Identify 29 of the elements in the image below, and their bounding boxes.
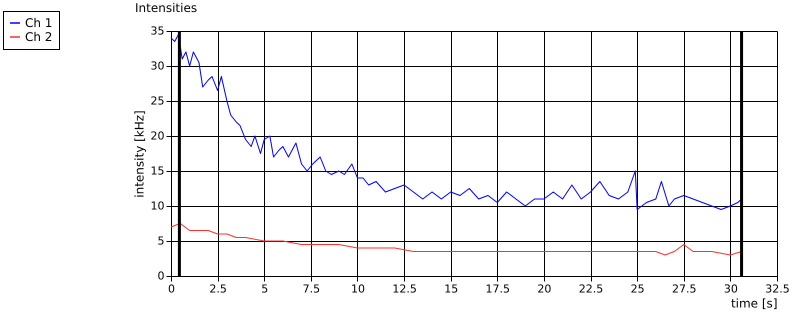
y-tick-label: 20 [150, 130, 164, 142]
y-tick-label: 10 [150, 200, 164, 212]
x-tick-label: 20 [537, 282, 552, 296]
x-tick-label: 15 [444, 282, 458, 296]
x-tick-label: 17.5 [486, 282, 510, 296]
x-tick-label: 0 [168, 282, 175, 296]
y-tick-label: 5 [158, 234, 164, 248]
x-tick-label: 5 [261, 282, 268, 296]
x-axis-title: time [s] [730, 296, 778, 310]
y-tick-label: 0 [158, 270, 164, 282]
chart-title: Intensities [135, 1, 198, 15]
y-tick-label: 15 [150, 164, 164, 178]
x-tick-label: 27.5 [672, 282, 697, 296]
x-tick-label: 10 [350, 282, 365, 296]
y-tick-label: 25 [150, 94, 164, 108]
line-series [170, 223, 742, 256]
x-tick-label: 25 [630, 282, 645, 296]
x-tick-label: 22.5 [578, 282, 604, 296]
x-tick-label: 32.5 [765, 282, 790, 296]
y-tick-label: 35 [150, 24, 164, 38]
x-tick-label: 7.5 [302, 282, 320, 296]
x-tick-label: 12.5 [392, 282, 417, 296]
y-tick-label: 30 [150, 60, 164, 72]
legend-label: Ch 1 [25, 16, 52, 30]
y-axis-title: intensity [kHz] [132, 110, 147, 198]
x-tick-label: 2.5 [209, 282, 227, 296]
line-series [170, 34, 742, 210]
x-tick-label: 30 [724, 282, 738, 296]
legend-label: Ch 2 [25, 30, 52, 44]
